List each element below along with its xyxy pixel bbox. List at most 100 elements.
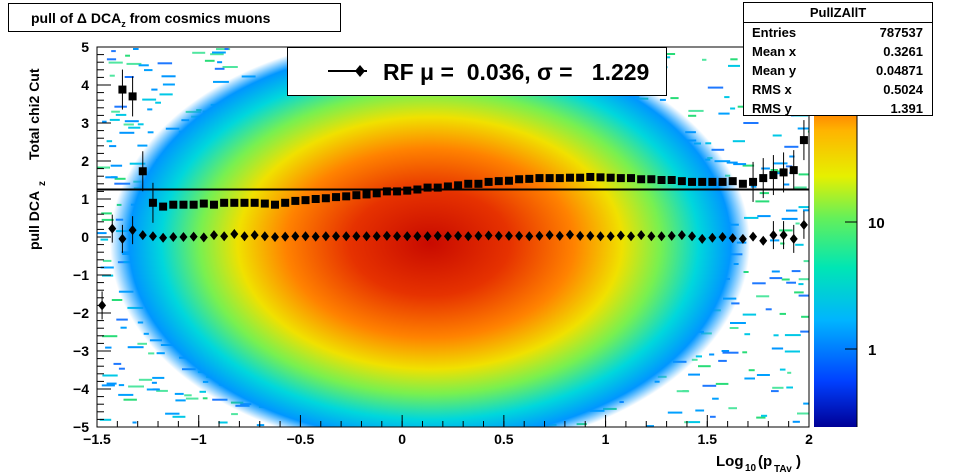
square-marker [423, 183, 432, 192]
diamond-marker [616, 230, 625, 241]
diamond-marker [138, 230, 147, 241]
diamond-marker [413, 231, 422, 242]
square-marker [271, 200, 279, 209]
stats-box: PullZAllT Entries 787537 Mean x 0.3261 Mea… [743, 2, 933, 116]
square-marker [382, 187, 391, 196]
svg-text:Log: Log [716, 453, 744, 470]
y-axis-label: pull DCA z Total chi2 Cut [26, 68, 48, 250]
diamond-marker [688, 231, 697, 242]
diamond-marker [189, 231, 198, 242]
square-marker [209, 200, 218, 209]
diamond-marker [555, 230, 564, 241]
square-marker [352, 191, 361, 200]
diamond-marker [586, 230, 595, 241]
diamond-marker [667, 230, 676, 241]
square-marker [433, 183, 442, 192]
diamond-marker [220, 231, 229, 242]
diamond-marker [281, 231, 290, 242]
diamond-marker [728, 233, 737, 244]
stats-row-entries: Entries 787537 [752, 25, 923, 40]
diamond-marker [647, 231, 656, 242]
stats-row-rms-y: RMS y 1.391 [752, 101, 923, 116]
diamond-marker [311, 231, 320, 242]
square-marker [159, 202, 168, 211]
diamond-marker [525, 231, 534, 242]
square-marker [189, 200, 198, 209]
diamond-marker [464, 231, 473, 242]
y-tick-label: −2 [73, 305, 89, 321]
square-marker [281, 198, 290, 207]
square-marker [372, 189, 381, 198]
plot-area [96, 46, 810, 428]
diamond-marker [789, 233, 798, 244]
diamond-marker [565, 229, 574, 240]
diamond-marker [260, 231, 269, 242]
y-tick-label: 1 [81, 191, 89, 207]
svg-text:): ) [796, 453, 801, 470]
diamond-marker [423, 231, 432, 242]
diamond-marker [698, 233, 707, 244]
svg-text:z: z [37, 181, 48, 186]
legend-marker [328, 65, 367, 77]
diamond-marker [759, 235, 768, 246]
diamond-marker [148, 231, 157, 242]
square-marker [332, 193, 341, 202]
square-marker [728, 177, 737, 186]
diamond-marker [199, 232, 208, 243]
chart-title: pull of Δ DCAz from cosmics muons [31, 10, 271, 29]
square-marker [250, 198, 259, 207]
diamond-marker [708, 232, 717, 243]
svg-text:TAv: TAv [774, 464, 792, 475]
diamond-marker [433, 230, 442, 241]
diamond-marker [535, 230, 544, 241]
square-marker [677, 177, 686, 186]
chart-title-box: pull of Δ DCAz from cosmics muons [8, 3, 341, 32]
square-marker [718, 177, 727, 186]
diamond-marker [749, 231, 758, 242]
square-marker [311, 195, 320, 203]
y-tick-label: −1 [73, 267, 89, 283]
diamond-marker [372, 231, 381, 242]
x-tick-label: −1.5 [83, 431, 111, 447]
diamond-marker [118, 233, 127, 244]
square-marker [667, 176, 676, 184]
square-marker [220, 198, 229, 207]
diamond-marker [230, 228, 239, 239]
diamond-marker [250, 230, 259, 241]
stats-row-mean-x: Mean x 0.3261 [752, 44, 923, 59]
axes: −1.5 −1 −0.5 0 0.5 1 1.5 2 −5 −4 −3 −2 −1 0 1 2 3 4 5 [73, 39, 813, 447]
y-tick-label: 3 [81, 115, 89, 131]
diamond-marker [128, 225, 137, 236]
y-tick-label: −5 [73, 419, 89, 435]
square-marker [494, 177, 503, 186]
diamond-marker [596, 231, 605, 242]
square-marker [657, 176, 666, 184]
diamond-marker [504, 230, 513, 241]
diamond-marker [332, 231, 341, 242]
square-marker [484, 177, 493, 186]
square-marker [759, 174, 768, 183]
square-marker [443, 182, 452, 191]
square-marker [779, 168, 788, 177]
square-marker [321, 194, 330, 203]
square-marker [555, 174, 564, 183]
diamond-marker [301, 231, 310, 242]
square-marker [342, 192, 351, 201]
square-marker [637, 175, 646, 184]
diamond-marker [271, 232, 279, 242]
diamond-marker [179, 232, 188, 242]
diamond-marker [291, 231, 300, 242]
x-tick-label: −0.5 [287, 431, 315, 447]
diamond-marker [403, 231, 412, 242]
diamond-marker [169, 232, 178, 242]
diamond-marker [443, 231, 452, 242]
diamond-marker [484, 230, 493, 241]
square-marker [769, 171, 778, 180]
diamond-marker [321, 231, 330, 242]
diamond-marker [393, 231, 402, 242]
square-marker [230, 198, 239, 207]
square-marker [240, 198, 249, 207]
y-tick-label: 5 [81, 39, 89, 55]
square-marker [616, 174, 625, 183]
